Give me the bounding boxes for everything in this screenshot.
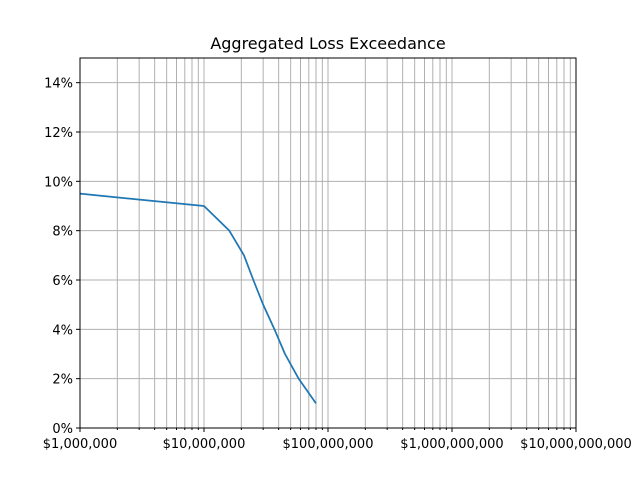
series-layer xyxy=(79,192,317,404)
y-tick-label: 6% xyxy=(52,274,73,289)
tick-layer: 0% 2% 4% 6% 8% 10% 12% 14% $1,000,000 $10,000,000… xyxy=(43,77,632,452)
x-tick-label: $10,000,000 xyxy=(163,437,246,452)
y-tick-label: 14% xyxy=(44,77,73,92)
y-tick-label: 12% xyxy=(44,126,73,141)
y-tick-label: 4% xyxy=(52,323,73,338)
y-tick-label: 0% xyxy=(52,422,73,437)
x-tick-label: $1,000,000 xyxy=(43,437,117,452)
y-tick-label: 10% xyxy=(44,175,73,190)
chart-title: Aggregated Loss Exceedance xyxy=(210,34,445,53)
y-tick-label: 2% xyxy=(52,373,73,388)
x-tick-label: $1,000,000,000 xyxy=(400,437,503,452)
x-tick-label: $10,000,000,000 xyxy=(520,437,632,452)
y-tick-label: 8% xyxy=(52,225,73,240)
x-tick-label: $100,000,000 xyxy=(283,437,374,452)
series-line xyxy=(79,192,317,404)
